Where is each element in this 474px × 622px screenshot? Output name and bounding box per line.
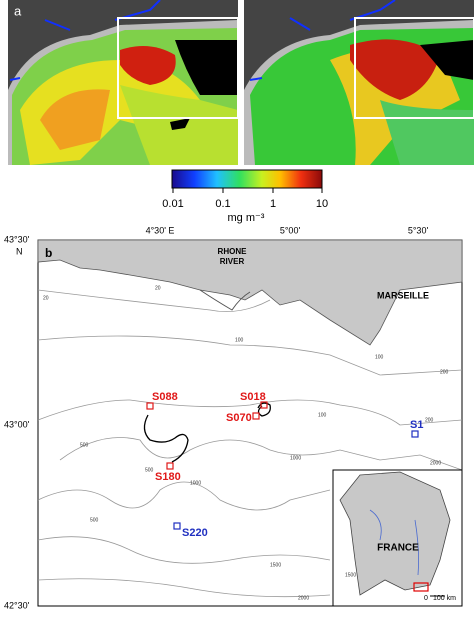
contour-label: 100 [318, 412, 327, 418]
contour-label: 200 [440, 369, 449, 375]
station-marker [173, 522, 181, 530]
lat-label: 43°30' [4, 234, 30, 244]
colorbar-tick-label: 1 [270, 198, 276, 210]
satellite-image-left [8, 0, 238, 165]
colorbar-tick-label: 10 [316, 198, 328, 210]
station-marker [411, 430, 419, 438]
lat-label: N [16, 246, 23, 256]
colorbar-tick-label: 0.01 [162, 198, 183, 210]
scale-zero: 0 [424, 595, 428, 602]
contour-label: 100 [375, 354, 384, 360]
contour-label: 2000 [430, 460, 441, 466]
contour-label: 20 [155, 285, 161, 291]
place-label: MARSEILLE [377, 290, 429, 300]
contour-label: 2000 [298, 595, 309, 601]
satellite-image-right [244, 0, 474, 165]
map [37, 239, 463, 607]
station-label: S018 [240, 391, 266, 403]
station-label: S088 [152, 391, 178, 403]
place-label: RIVER [220, 257, 245, 266]
scale-label: 100 km [433, 595, 456, 602]
station-marker [252, 412, 260, 420]
contour-label: 500 [90, 517, 99, 523]
colorbar-tick-label: 0.1 [215, 198, 230, 210]
colorbar-unit: mg m⁻³ [228, 212, 265, 224]
lat-label: 43°00' [4, 419, 30, 429]
contour-label: 1500 [345, 572, 356, 578]
station-label: S070 [226, 412, 252, 424]
contour-label: 500 [80, 442, 89, 448]
station-marker [166, 462, 174, 470]
inset-country: FRANCE [377, 543, 419, 554]
lon-label: 5°30' [408, 225, 429, 235]
contour-label: 100 [235, 337, 244, 343]
lat-label: 42°30' [4, 600, 30, 610]
contour-label: 1000 [290, 455, 301, 461]
station-label: S220 [182, 527, 208, 539]
station-marker [146, 402, 154, 410]
panel-label: b [45, 246, 52, 260]
lon-label: 4°30' E [146, 225, 175, 235]
contour-label: 200 [425, 417, 434, 423]
station-label: S180 [155, 471, 181, 483]
lon-label: 5°00' [280, 225, 301, 235]
colorbar [171, 169, 323, 189]
contour-label: 1500 [270, 562, 281, 568]
place-label: RHONE [218, 247, 248, 256]
contour-label: 20 [43, 295, 49, 301]
contour-label: 1000 [190, 480, 201, 486]
station-marker [260, 401, 268, 409]
panel-label: a [14, 3, 22, 18]
contour-label: 500 [145, 467, 154, 473]
station-label: S1 [410, 419, 423, 431]
